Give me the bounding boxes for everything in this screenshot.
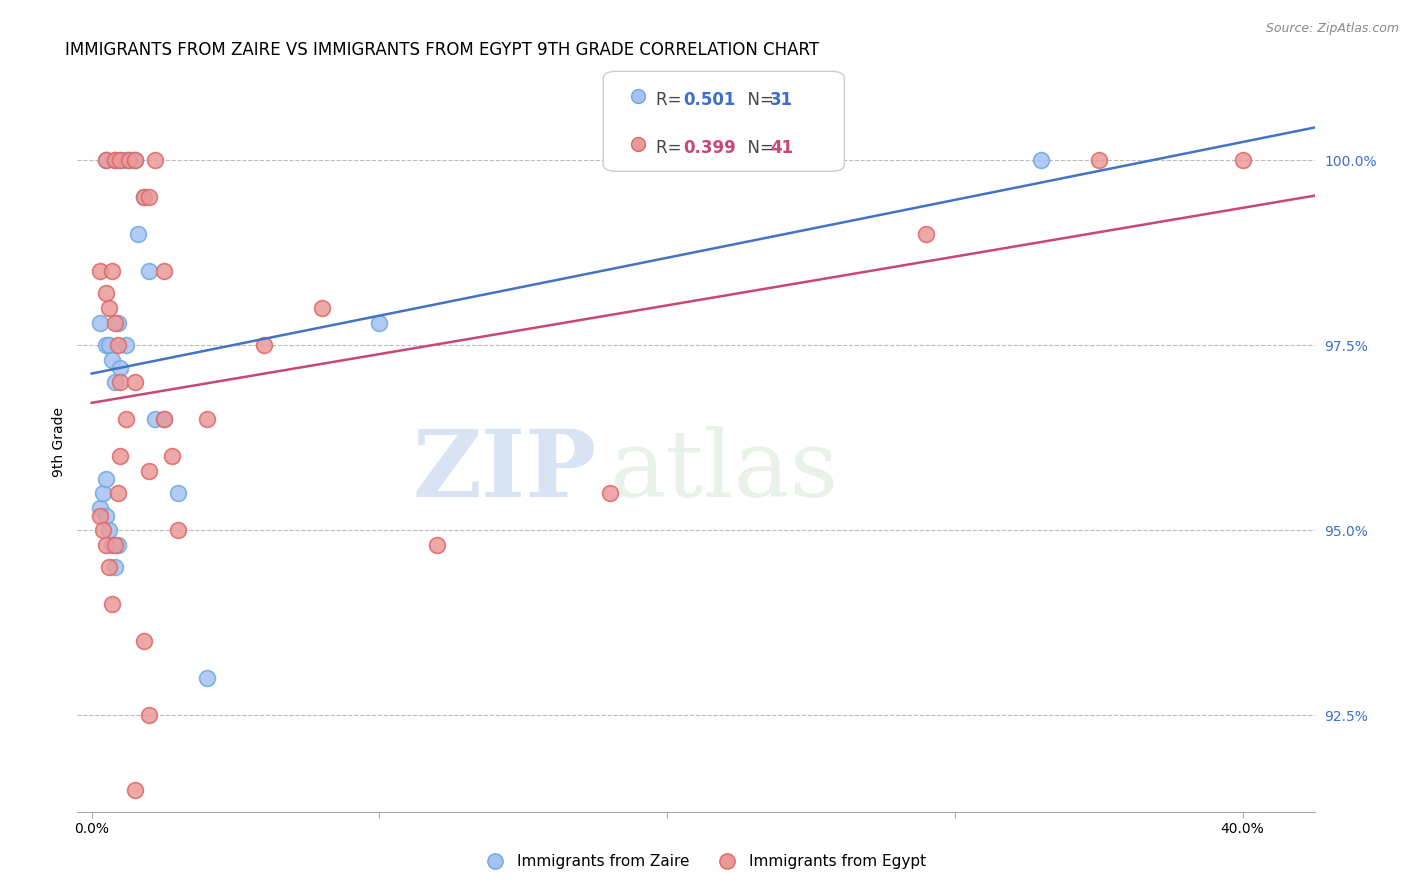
Point	[167, 486, 190, 500]
Point	[94, 508, 117, 523]
Point	[110, 450, 132, 464]
Point	[138, 190, 160, 204]
Text: N=: N=	[737, 91, 779, 109]
Point	[124, 153, 146, 168]
Point	[94, 538, 117, 552]
Point	[98, 524, 121, 538]
Point	[98, 301, 121, 316]
Point	[311, 301, 333, 316]
Point	[91, 524, 114, 538]
Point	[115, 412, 138, 426]
Point	[94, 153, 117, 168]
Point	[101, 598, 124, 612]
Point	[195, 672, 218, 686]
Point	[110, 376, 132, 390]
Point	[132, 190, 155, 204]
Point	[107, 338, 129, 352]
Point	[253, 338, 276, 352]
Point	[89, 501, 111, 516]
Point	[110, 360, 132, 375]
Point	[118, 153, 141, 168]
Point	[98, 338, 121, 352]
Point	[89, 264, 111, 278]
Point	[94, 286, 117, 301]
Text: 0.399: 0.399	[683, 139, 737, 157]
Text: 0.501: 0.501	[683, 91, 735, 109]
Text: ZIP: ZIP	[413, 426, 598, 516]
Text: Source: ZipAtlas.com: Source: ZipAtlas.com	[1265, 22, 1399, 36]
Point	[124, 376, 146, 390]
Point	[104, 153, 127, 168]
Point	[143, 412, 166, 426]
Point	[1232, 153, 1254, 168]
Point	[104, 376, 127, 390]
Point	[94, 338, 117, 352]
Point	[101, 538, 124, 552]
Text: 41: 41	[770, 139, 793, 157]
Point	[138, 464, 160, 478]
Point	[124, 153, 146, 168]
Text: R=: R=	[657, 139, 688, 157]
Point	[138, 264, 160, 278]
Point	[89, 508, 111, 523]
Point	[915, 227, 938, 242]
Point	[132, 634, 155, 648]
Point	[138, 708, 160, 723]
Text: IMMIGRANTS FROM ZAIRE VS IMMIGRANTS FROM EGYPT 9TH GRADE CORRELATION CHART: IMMIGRANTS FROM ZAIRE VS IMMIGRANTS FROM…	[65, 41, 820, 59]
Legend: Immigrants from Zaire, Immigrants from Egypt: Immigrants from Zaire, Immigrants from E…	[474, 848, 932, 875]
Point	[162, 450, 184, 464]
Y-axis label: 9th Grade: 9th Grade	[52, 407, 66, 476]
Point	[152, 264, 174, 278]
Point	[91, 486, 114, 500]
Point	[127, 227, 149, 242]
Point	[104, 153, 127, 168]
Point	[1031, 153, 1053, 168]
Point	[152, 412, 174, 426]
Point	[115, 153, 138, 168]
Point	[368, 316, 391, 330]
Point	[1088, 153, 1111, 168]
Point	[89, 316, 111, 330]
Point	[104, 560, 127, 574]
Point	[195, 412, 218, 426]
Point	[110, 153, 132, 168]
Point	[426, 538, 449, 552]
Point	[104, 316, 127, 330]
Text: atlas: atlas	[609, 426, 838, 516]
Point	[94, 153, 117, 168]
Text: 31: 31	[770, 91, 793, 109]
Point	[143, 153, 166, 168]
Point	[132, 190, 155, 204]
Point	[98, 560, 121, 574]
Point	[115, 338, 138, 352]
Point	[599, 486, 621, 500]
Point	[152, 412, 174, 426]
FancyBboxPatch shape	[603, 71, 845, 171]
Point	[167, 524, 190, 538]
Point	[101, 353, 124, 368]
Point	[101, 264, 124, 278]
Point	[107, 316, 129, 330]
Point	[110, 153, 132, 168]
Text: R=: R=	[657, 91, 688, 109]
Point	[104, 538, 127, 552]
Point	[124, 782, 146, 797]
Point	[107, 486, 129, 500]
Point	[118, 153, 141, 168]
Point	[94, 472, 117, 486]
Point	[107, 538, 129, 552]
Text: N=: N=	[737, 139, 779, 157]
